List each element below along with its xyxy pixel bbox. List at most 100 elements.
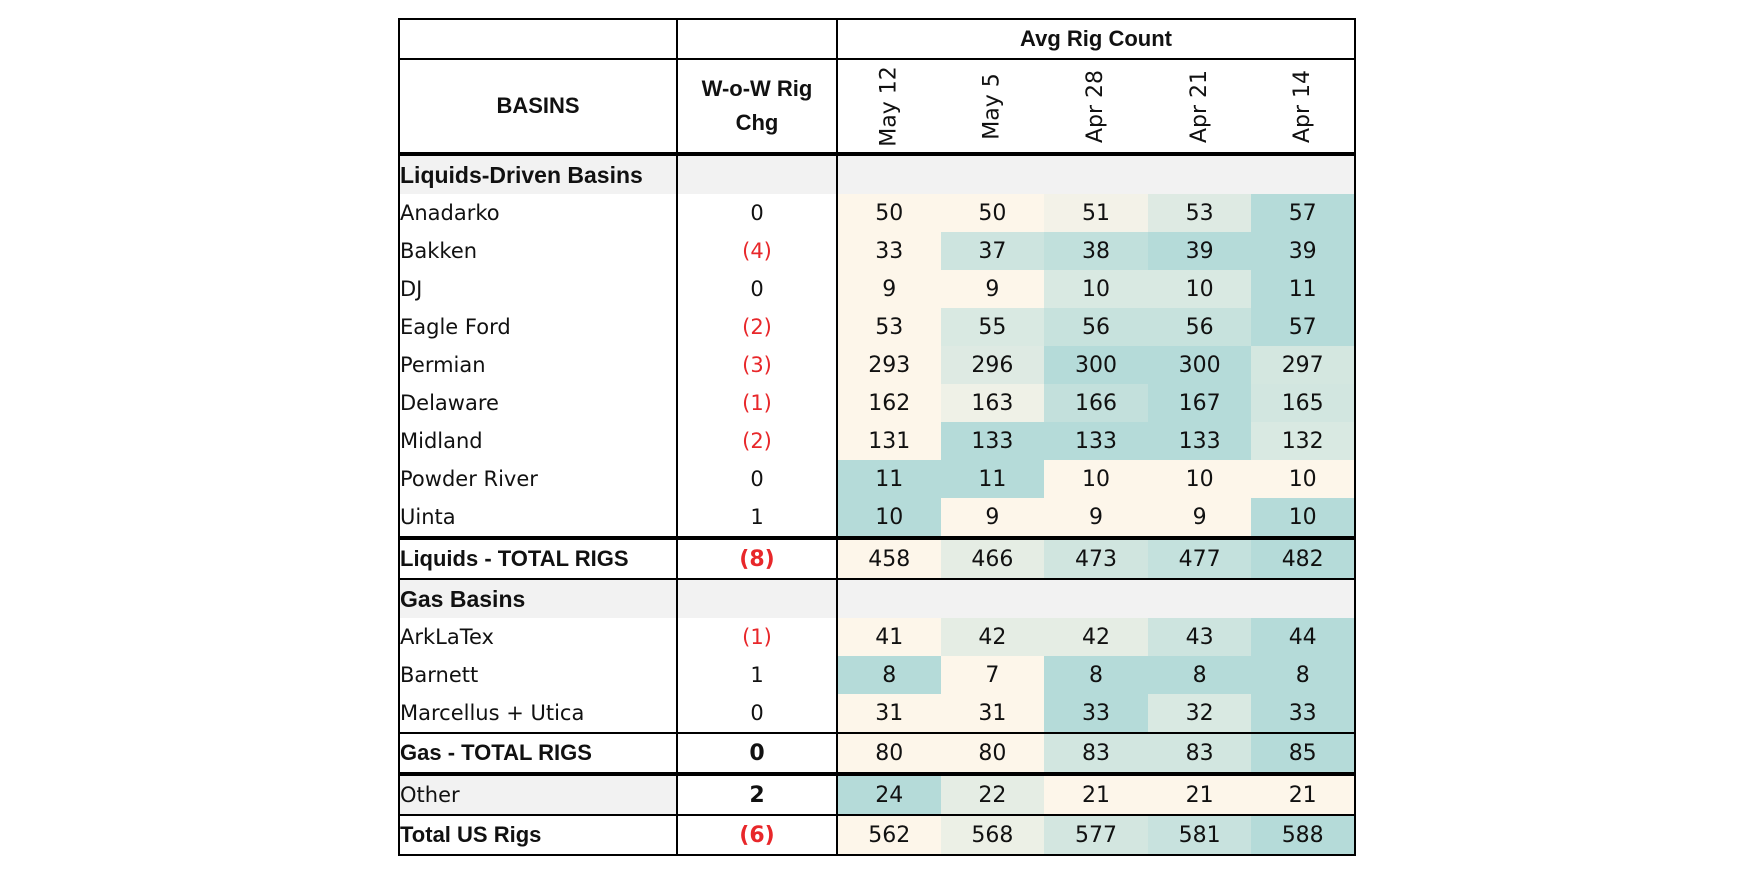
- section-title: Gas Basins: [398, 578, 678, 618]
- rig-count-cell: 300: [1044, 346, 1148, 384]
- basin-name: DJ: [398, 270, 678, 308]
- rig-count-cell: 10: [1251, 498, 1356, 538]
- rig-count-cell: 163: [940, 384, 1045, 422]
- basin-name: Liquids - TOTAL RIGS: [398, 536, 678, 579]
- basin-name: Powder River: [398, 460, 678, 498]
- basins-column-header: BASINS: [398, 59, 678, 156]
- table-row: Anadarko 0 50 50 51 53 57: [398, 194, 1356, 232]
- rig-count-cell: 477: [1147, 536, 1252, 579]
- rig-count-cell: 10: [1147, 460, 1252, 498]
- section-title: Liquids-Driven Basins: [398, 154, 678, 194]
- wow-column-header: W-o-W Rig Chg: [677, 59, 838, 156]
- wow-change: 0: [677, 732, 838, 774]
- wow-change: (2): [677, 308, 838, 346]
- section-header-row: Liquids-Driven Basins: [398, 154, 1356, 194]
- week-label: Apr 14: [1290, 69, 1316, 144]
- table-row: Uinta 1 10 9 9 9 10: [398, 498, 1356, 538]
- rig-count-cell: 39: [1251, 232, 1356, 270]
- basin-name: Bakken: [398, 232, 678, 270]
- us-total-row: Total US Rigs (6) 562 568 577 581 588: [398, 814, 1356, 856]
- table-title: Avg Rig Count: [837, 18, 1356, 60]
- wow-header-line2: Chg: [735, 110, 779, 135]
- wow-change: 1: [677, 498, 838, 538]
- rig-count-cell: 162: [837, 384, 941, 422]
- rig-count-cell: 581: [1147, 814, 1252, 856]
- rig-count-cell: 296: [940, 346, 1045, 384]
- rig-count-cell: 9: [940, 270, 1045, 308]
- table-row: ArkLaTex (1) 41 42 42 43 44: [398, 618, 1356, 656]
- rig-count-cell: 50: [837, 194, 941, 232]
- rig-count-cell: 133: [1044, 422, 1148, 460]
- rig-count-cell: 56: [1147, 308, 1252, 346]
- rig-count-cell: 10: [1044, 460, 1148, 498]
- rig-count-cell: 21: [1147, 772, 1252, 815]
- week-header: Apr 14: [1251, 59, 1356, 156]
- basin-name: Total US Rigs: [398, 814, 678, 856]
- rig-count-table: Avg Rig Count BASINS W-o-W Rig Chg May 1…: [398, 18, 1356, 856]
- rig-count-cell: 131: [837, 422, 941, 460]
- wow-change: (8): [677, 536, 838, 579]
- wow-change: (3): [677, 346, 838, 384]
- rig-count-cell: 42: [940, 618, 1045, 656]
- rig-count-cell: 8: [1044, 656, 1148, 694]
- rig-count-cell: 21: [1251, 772, 1356, 815]
- rig-count-cell: 7: [940, 656, 1045, 694]
- rig-count-cell: 43: [1147, 618, 1252, 656]
- rig-count-cell: 21: [1044, 772, 1148, 815]
- rig-count-cell: 297: [1251, 346, 1356, 384]
- week-label: May 5: [979, 73, 1005, 140]
- week-header: Apr 21: [1147, 59, 1252, 156]
- table-row: Barnett 1 8 7 8 8 8: [398, 656, 1356, 694]
- rig-count-cell: 166: [1044, 384, 1148, 422]
- wow-change: (4): [677, 232, 838, 270]
- rig-count-cell: 577: [1044, 814, 1148, 856]
- rig-count-cell: 588: [1251, 814, 1356, 856]
- wow-change: 0: [677, 270, 838, 308]
- blank-header-cell: [677, 18, 838, 60]
- rig-count-cell: 10: [1044, 270, 1148, 308]
- rig-count-cell: 8: [1147, 656, 1252, 694]
- rig-count-cell: 133: [1147, 422, 1252, 460]
- rig-table-body: Liquids-Driven Basins Anadarko 0 50 50 51 53 57…: [398, 154, 1356, 856]
- table-row: Midland (2) 131 133 133 133 132: [398, 422, 1356, 460]
- basin-name: Anadarko: [398, 194, 678, 232]
- section-fill-cell: [837, 578, 1356, 618]
- section-fill-cell: [677, 578, 838, 618]
- basin-name: Permian: [398, 346, 678, 384]
- rig-count-cell: 8: [837, 656, 941, 694]
- rig-count-cell: 85: [1251, 732, 1356, 774]
- rig-count-cell: 38: [1044, 232, 1148, 270]
- rig-count-cell: 473: [1044, 536, 1148, 579]
- rig-count-cell: 11: [1251, 270, 1356, 308]
- table-row: Powder River 0 11 11 10 10 10: [398, 460, 1356, 498]
- week-label: Apr 21: [1187, 69, 1213, 144]
- week-header: May 5: [940, 59, 1045, 156]
- rig-count-cell: 8: [1251, 656, 1356, 694]
- basin-name: Delaware: [398, 384, 678, 422]
- rig-count-cell: 568: [940, 814, 1045, 856]
- rig-count-cell: 9: [1044, 498, 1148, 538]
- rig-count-cell: 33: [837, 232, 941, 270]
- rig-count-cell: 31: [837, 694, 941, 733]
- basin-name: ArkLaTex: [398, 618, 678, 656]
- rig-count-cell: 165: [1251, 384, 1356, 422]
- rig-count-cell: 10: [1251, 460, 1356, 498]
- rig-count-cell: 562: [837, 814, 941, 856]
- rig-count-cell: 482: [1251, 536, 1356, 579]
- wow-change: (1): [677, 384, 838, 422]
- wow-header-line1: W-o-W Rig: [701, 76, 813, 101]
- rig-count-cell: 51: [1044, 194, 1148, 232]
- wow-change: (1): [677, 618, 838, 656]
- rig-count-cell: 80: [837, 732, 941, 774]
- wow-change: 0: [677, 194, 838, 232]
- section-fill-cell: [677, 154, 838, 194]
- rig-count-cell: 11: [940, 460, 1045, 498]
- rig-count-cell: 41: [837, 618, 941, 656]
- other-row: Other 2 24 22 21 21 21: [398, 772, 1356, 815]
- rig-count-cell: 50: [940, 194, 1045, 232]
- rig-count-cell: 42: [1044, 618, 1148, 656]
- rig-count-cell: 39: [1147, 232, 1252, 270]
- table-row: Delaware (1) 162 163 166 167 165: [398, 384, 1356, 422]
- basin-name: Other: [398, 772, 678, 815]
- rig-count-cell: 9: [837, 270, 941, 308]
